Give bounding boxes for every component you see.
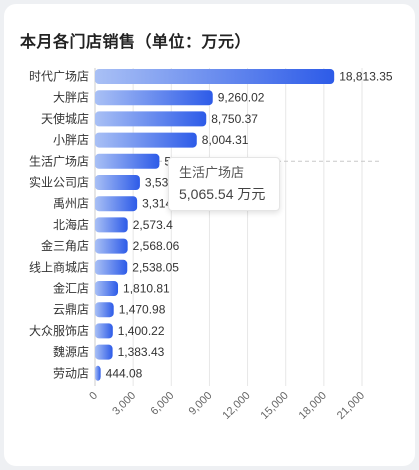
bar[interactable] [95, 238, 128, 254]
category-label: 金汇店 [53, 281, 89, 296]
value-label: 3,533 [145, 176, 175, 190]
category-label: 大胖店 [53, 91, 89, 105]
value-label: 2,538.05 [132, 260, 179, 274]
bar[interactable] [95, 132, 197, 148]
category-label: 魏源店 [53, 344, 89, 359]
value-label: 9,260.02 [218, 91, 265, 105]
x-tick-label: 15,000 [259, 390, 291, 422]
category-label: 北海店 [53, 217, 89, 232]
x-tick-label: 9,000 [187, 390, 215, 418]
x-tick-label: 12,000 [220, 390, 252, 422]
chart-title: 本月各门店销售（单位：万元） [20, 34, 252, 51]
category-label: 时代广场店 [29, 70, 89, 84]
x-tick-label: 21,000 [335, 390, 367, 422]
bar[interactable] [95, 302, 114, 318]
category-label: 线上商城店 [29, 259, 89, 274]
tooltip-name: 生活广场店 [179, 165, 245, 180]
x-tick-label: 18,000 [297, 390, 329, 422]
value-label: 2,568.06 [133, 239, 180, 253]
bar[interactable] [95, 153, 160, 169]
bar[interactable] [95, 259, 128, 275]
value-label: 1,400.22 [118, 324, 165, 338]
bar[interactable] [95, 69, 335, 84]
bar[interactable] [95, 323, 113, 339]
category-label: 实业公司店 [29, 175, 89, 190]
value-label: 1,810.81 [123, 282, 170, 296]
value-label: 8,750.37 [211, 112, 258, 126]
bar[interactable] [95, 90, 213, 106]
category-label: 天使城店 [41, 111, 89, 126]
bar[interactable] [95, 217, 128, 233]
value-label: 444.08 [106, 366, 143, 380]
x-tick-label: 6,000 [148, 390, 176, 418]
tooltip-value: 5,065.54 万元 [179, 186, 266, 202]
chart-tooltip: 生活广场店 5,065.54 万元 [168, 157, 280, 211]
category-label: 金三角店 [41, 238, 89, 253]
category-label: 禹州店 [53, 197, 89, 211]
x-tick-label: 0 [87, 390, 100, 403]
value-label: 2,573.4 [133, 218, 173, 232]
value-label: 18,813.35 [339, 70, 393, 84]
category-label: 劳动店 [53, 366, 89, 380]
category-label: 云鼎店 [53, 303, 89, 317]
bar[interactable] [95, 344, 113, 360]
category-label: 生活广场店 [29, 154, 89, 168]
category-label: 大众服饰店 [29, 324, 89, 338]
bar[interactable] [95, 196, 138, 212]
bar[interactable] [95, 365, 101, 381]
x-tick-label: 3,000 [110, 390, 138, 418]
category-label: 小胖店 [53, 133, 89, 147]
bar[interactable] [95, 281, 119, 296]
bar[interactable] [95, 175, 140, 190]
value-label: 1,383.43 [118, 345, 165, 359]
value-label: 3,314 [142, 197, 172, 211]
value-label: 8,004.31 [202, 133, 249, 147]
value-label: 1,470.98 [119, 303, 166, 317]
bar[interactable] [95, 111, 207, 127]
